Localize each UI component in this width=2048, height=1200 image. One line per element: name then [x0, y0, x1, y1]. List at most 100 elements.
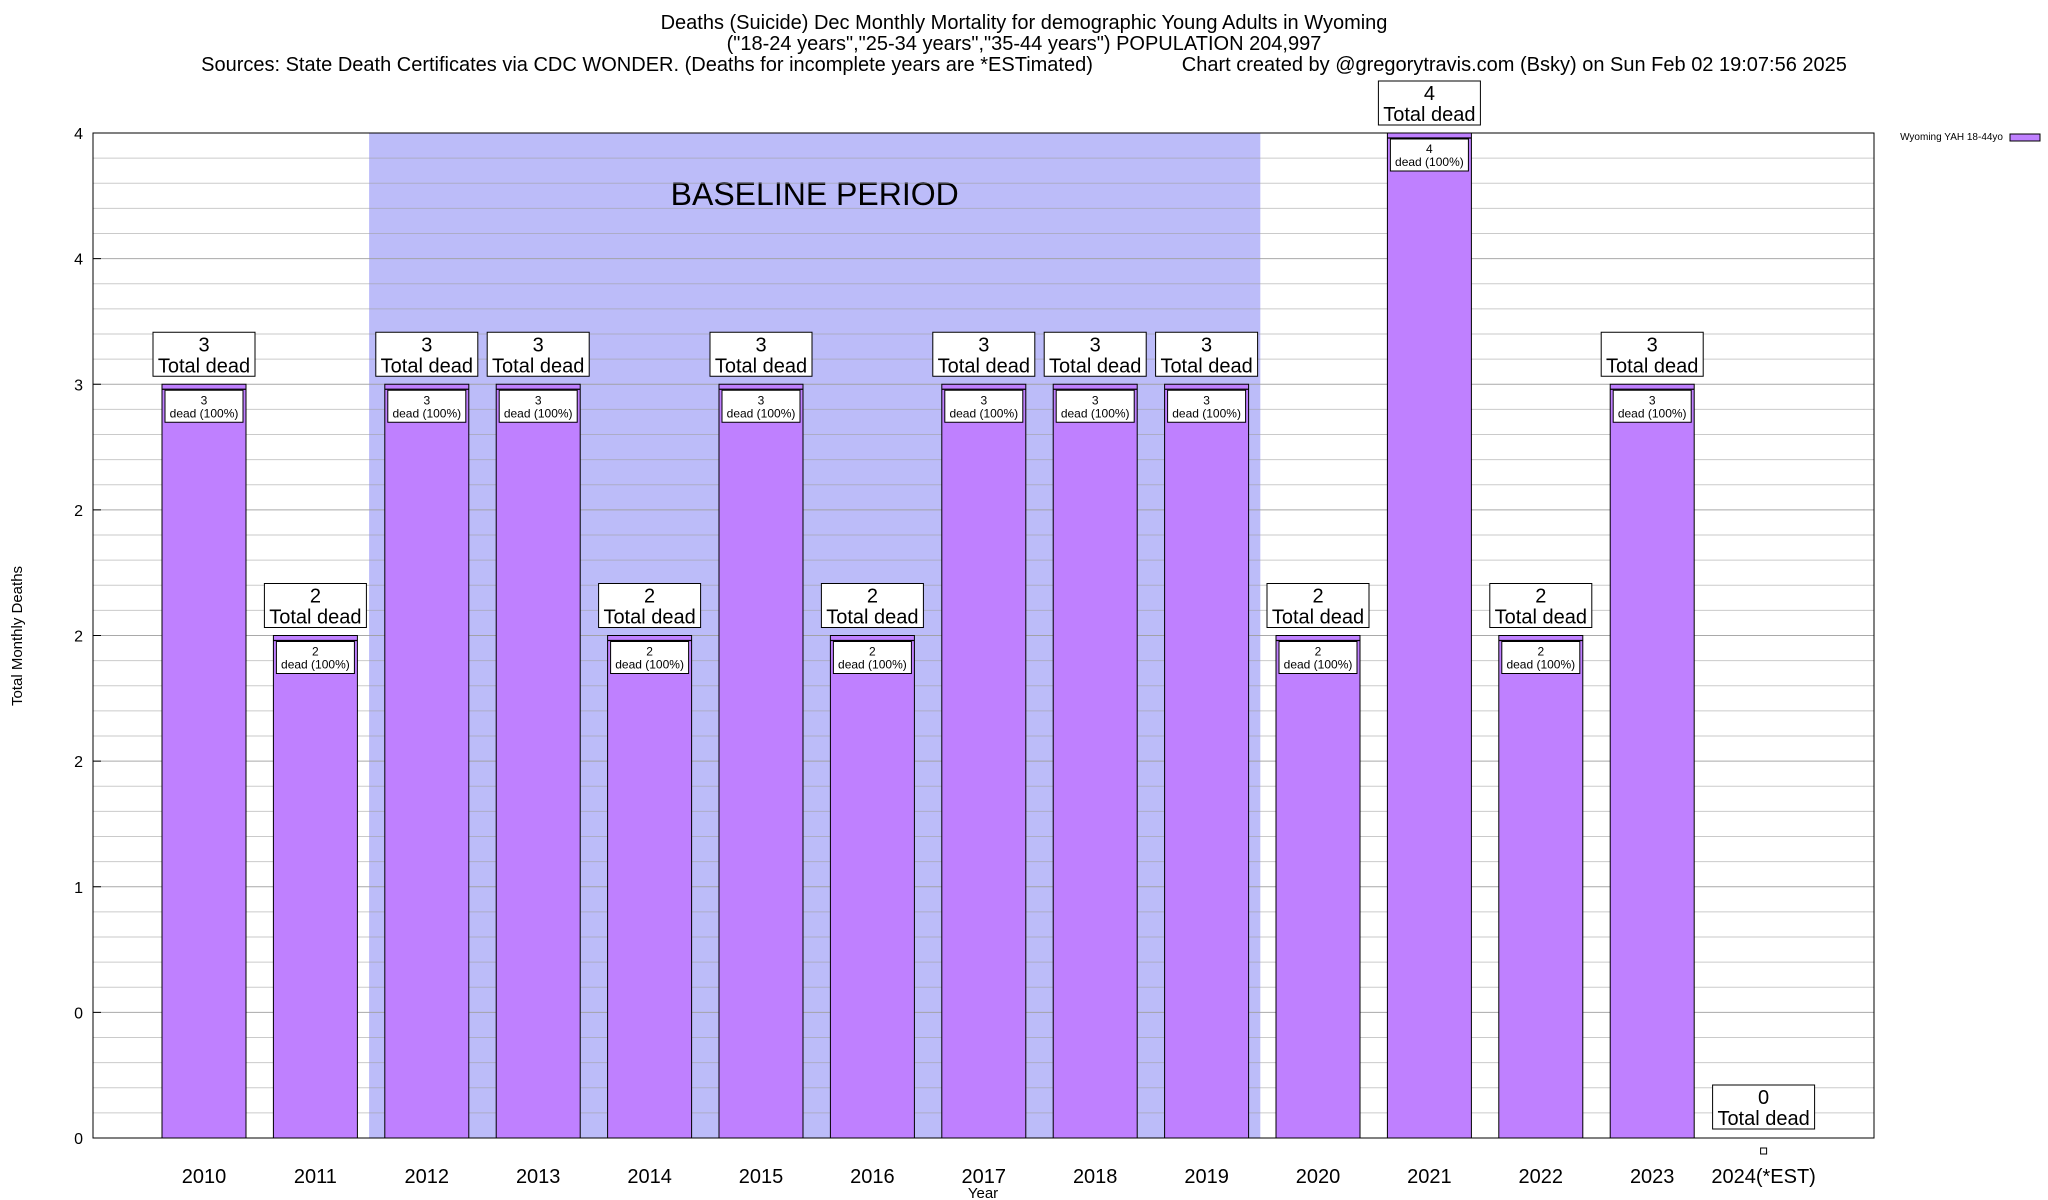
- x-tick-label: 2010: [182, 1166, 227, 1188]
- x-tick-label: 2022: [1519, 1166, 1564, 1188]
- inner-label-box: [498, 389, 578, 423]
- inner-label-count: 2: [869, 645, 876, 659]
- x-tick-label: 2024(*EST): [1711, 1166, 1816, 1188]
- total-label-caption: Total dead: [269, 607, 361, 629]
- bar-2013: [495, 383, 581, 1139]
- total-label-count: 3: [1647, 334, 1658, 356]
- inner-label-box: [1612, 389, 1692, 423]
- total-label-box: [598, 583, 702, 628]
- bar-2022: [1498, 635, 1584, 1139]
- inner-label-caption: dead (100%): [1506, 658, 1575, 672]
- total-label-count: 3: [1090, 334, 1101, 356]
- y-axis-title: Total Monthly Deaths: [9, 566, 26, 706]
- total-label-caption: Total dead: [715, 355, 807, 377]
- total-label-count: 2: [310, 586, 321, 608]
- x-tick-label: 2023: [1630, 1166, 1675, 1188]
- x-tick-label: 2020: [1296, 1166, 1341, 1188]
- x-tick-label: 2017: [962, 1166, 1007, 1188]
- total-label-count: 0: [1758, 1087, 1769, 1109]
- total-label-caption: Total dead: [938, 355, 1030, 377]
- total-label-caption: Total dead: [826, 607, 918, 629]
- total-label-count: 3: [755, 334, 766, 356]
- total-label-box: [1600, 331, 1704, 377]
- x-axis-title: Year: [968, 1185, 998, 1200]
- x-tick-label: 2018: [1073, 1166, 1118, 1188]
- total-label-caption: Total dead: [1717, 1108, 1809, 1130]
- bar-2014: [607, 635, 693, 1139]
- bar-2016: [829, 635, 915, 1139]
- total-label-count: 3: [978, 334, 989, 356]
- inner-label-count: 2: [312, 645, 319, 659]
- bar-2010: [161, 383, 247, 1139]
- inner-label-caption: dead (100%): [281, 658, 350, 672]
- legend-layer: Wyoming YAH 18-44yo: [1900, 132, 2041, 143]
- bar-2017: [941, 383, 1027, 1139]
- inner-label-count: 3: [1649, 393, 1656, 407]
- y-tick-label: 0: [74, 1005, 83, 1022]
- total-label-count: 3: [1201, 334, 1212, 356]
- chart-source-credit: Sources: State Death Certificates via CD…: [201, 54, 1847, 76]
- inner-label-box: [387, 389, 467, 423]
- x-tick-label: 2015: [739, 1166, 784, 1188]
- inner-label-count: 3: [1203, 393, 1210, 407]
- inner-label-caption: dead (100%): [838, 658, 907, 672]
- total-label-caption: Total dead: [1272, 607, 1364, 629]
- x-tick-label: 2019: [1184, 1166, 1229, 1188]
- inner-label-box: [1167, 389, 1247, 423]
- total-label-count: 2: [644, 586, 655, 608]
- total-label-caption: Total dead: [1495, 607, 1587, 629]
- inner-label-count: 3: [535, 393, 542, 407]
- inner-label-count: 3: [423, 393, 430, 407]
- total-label-caption: Total dead: [1383, 104, 1475, 126]
- inner-label-box: [1055, 389, 1135, 423]
- total-label-caption: Total dead: [158, 355, 250, 377]
- chart-title: Deaths (Suicide) Dec Monthly Mortality f…: [660, 12, 1388, 34]
- y-tick-label: 3: [74, 377, 83, 394]
- total-label-caption: Total dead: [492, 355, 584, 377]
- total-label-box: [263, 583, 367, 628]
- total-label-caption: Total dead: [381, 355, 473, 377]
- inner-label-box: [721, 389, 801, 423]
- bar-2012: [384, 383, 470, 1139]
- total-label-count: 2: [1535, 586, 1546, 608]
- inner-label-count: 2: [646, 645, 653, 659]
- chart-subtitle: ("18-24 years","25-34 years","35-44 year…: [726, 33, 1322, 55]
- inner-label-box: [1389, 138, 1469, 172]
- inner-label-caption: dead (100%): [1618, 406, 1687, 420]
- inner-label-caption: dead (100%): [727, 406, 796, 420]
- inner-label-caption: dead (100%): [615, 658, 684, 672]
- inner-label-caption: dead (100%): [1395, 155, 1464, 169]
- inner-label-count: 3: [201, 393, 208, 407]
- total-label-count: 3: [533, 334, 544, 356]
- inner-label-caption: dead (100%): [1061, 406, 1130, 420]
- total-label-box: [709, 331, 813, 377]
- total-label-count: 4: [1424, 83, 1435, 105]
- total-label-box: [486, 331, 590, 377]
- bar-2024(*EST): [1760, 1147, 1768, 1155]
- bar-2021: [1386, 132, 1472, 1139]
- y-tick-label: 2: [74, 503, 83, 520]
- x-tick-label: 2013: [516, 1166, 561, 1188]
- total-label-caption: Total dead: [603, 607, 695, 629]
- inner-label-caption: dead (100%): [504, 406, 573, 420]
- inner-label-caption: dead (100%): [392, 406, 461, 420]
- bar-2019: [1164, 383, 1250, 1139]
- total-label-box: [820, 583, 924, 628]
- inner-label-caption: dead (100%): [1284, 658, 1353, 672]
- inner-label-count: 2: [1537, 645, 1544, 659]
- inner-label-box: [1278, 641, 1358, 674]
- total-label-box: [1266, 583, 1370, 628]
- inner-label-count: 2: [1315, 645, 1322, 659]
- total-label-box: [1712, 1084, 1816, 1130]
- total-label-box: [152, 331, 256, 377]
- x-tick-label: 2014: [627, 1166, 672, 1188]
- inner-label-caption: dead (100%): [1172, 406, 1241, 420]
- y-tick-label: 2: [74, 754, 83, 771]
- total-label-box: [932, 331, 1036, 377]
- x-tick-label: 2011: [294, 1166, 337, 1188]
- bar-2020: [1275, 635, 1361, 1139]
- x-tick-label: 2016: [850, 1166, 895, 1188]
